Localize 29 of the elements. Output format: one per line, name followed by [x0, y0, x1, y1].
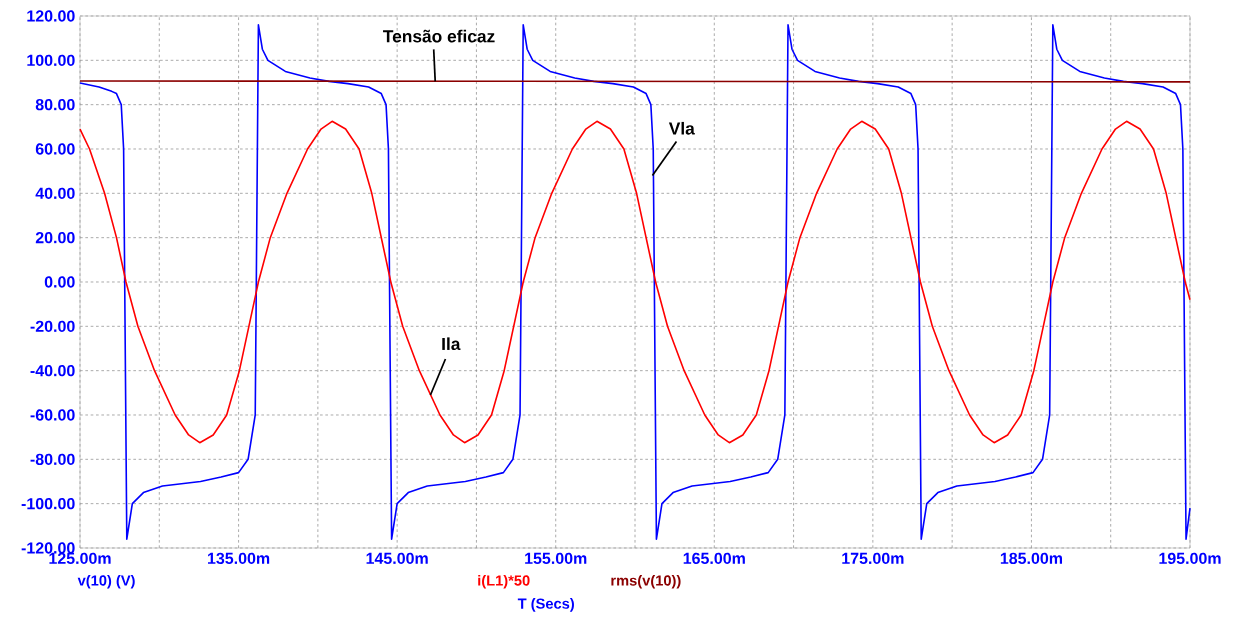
- y-tick-label: 40.00: [35, 187, 75, 199]
- x-axis-title: T (Secs): [517, 598, 574, 612]
- y-tick-label: -80.00: [30, 453, 75, 465]
- x-tick-label: 185.00m: [1000, 552, 1063, 565]
- x-tick-label: 145.00m: [366, 552, 428, 565]
- x-tick-label: 175.00m: [842, 552, 904, 565]
- y-tick-label: -40.00: [30, 365, 75, 377]
- y-tick-label: 20.00: [35, 232, 75, 244]
- x-tick-label: 125.00m: [49, 552, 111, 565]
- x-tick-label: 155.00m: [525, 552, 587, 565]
- annotation: Vla: [668, 121, 695, 135]
- x-tick-label: 195.00m: [1159, 552, 1221, 565]
- y-tick-label: -100.00: [21, 497, 75, 510]
- text: i(L1)*50: [478, 574, 530, 589]
- line-series: [79, 24, 1191, 540]
- y-tick-label: 0.00: [44, 276, 75, 288]
- text: v(10) (V): [77, 574, 135, 589]
- annotation: Ila: [442, 337, 461, 351]
- y-tick-label: 60.00: [35, 143, 75, 155]
- y-tick-label: 80.00: [35, 99, 75, 111]
- annotation: Tensão eficaz: [383, 29, 495, 43]
- y-tick-label: -20.00: [30, 320, 75, 332]
- text: rms(v(10)): [611, 574, 681, 589]
- x-tick-label: 135.00m: [208, 552, 270, 565]
- x-tick-label: 165.00m: [683, 552, 745, 565]
- y-tick-label: 100.00: [27, 54, 75, 66]
- y-tick-label: -120.00: [21, 542, 75, 554]
- y-tick-label: 120.00: [27, 10, 75, 22]
- y-tick-label: -60.00: [30, 409, 75, 421]
